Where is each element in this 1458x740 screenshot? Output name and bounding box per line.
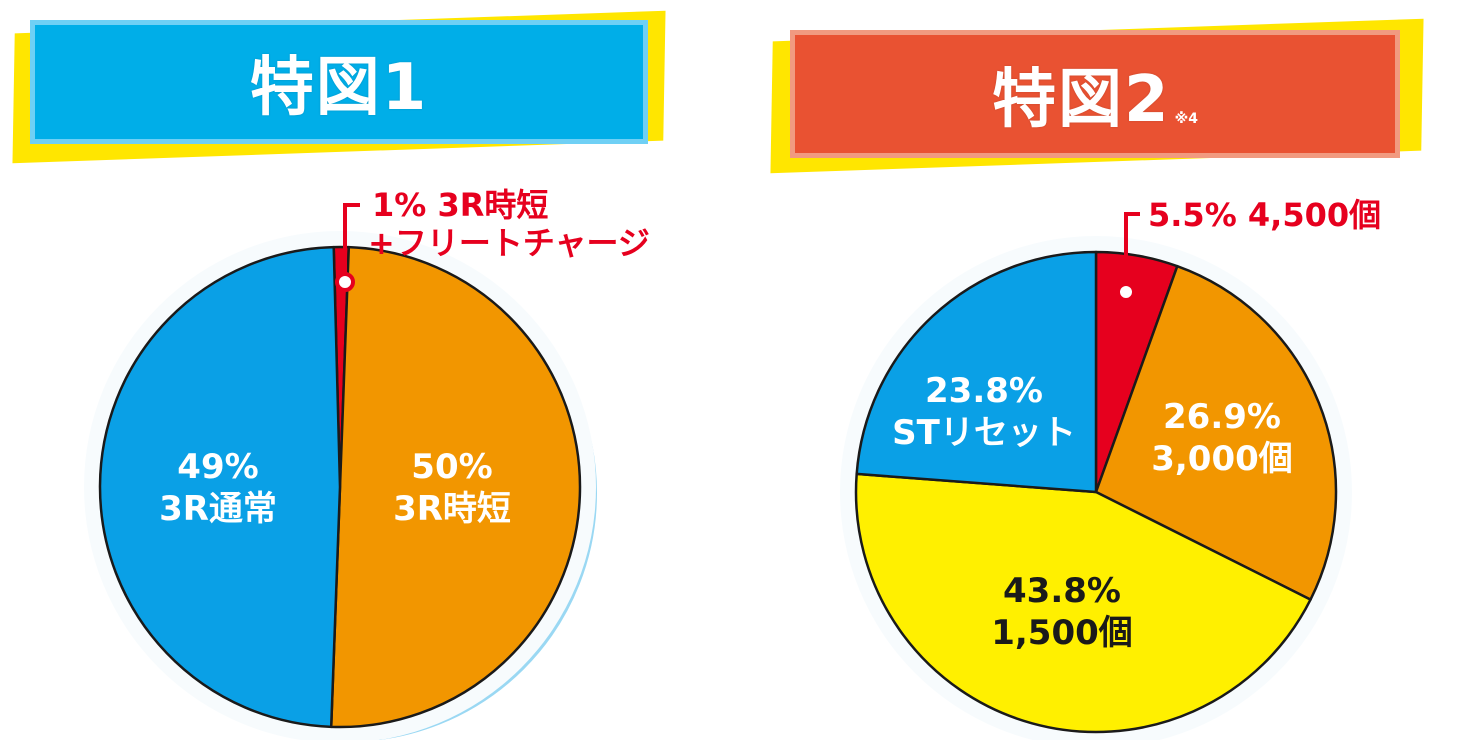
callout-dot	[1116, 282, 1136, 302]
chart-2-title: 特図2	[992, 63, 1171, 137]
slice-label-3r-jitan: 50% 3R時短	[393, 447, 511, 529]
pie-slice	[854, 472, 1312, 734]
slice-label-1500: 43.8% 1,500個	[991, 571, 1133, 653]
slice-label-st-reset: 23.8% STリセット	[892, 371, 1076, 453]
callout-line	[1124, 212, 1140, 284]
chart-2-note: ※4	[1174, 111, 1198, 127]
callout-dot	[335, 272, 355, 292]
chart-1-title: 特図1	[249, 51, 429, 125]
banner-tokuzu-1: 特図1	[0, 0, 700, 180]
callout-label-1pct: 1% 3R時短+フリートチャージ	[368, 186, 650, 262]
slice-label-3000: 26.9% 3,000個	[1151, 397, 1293, 479]
pie-chart-2: 26.9% 3,000個 43.8% 1,500個 23.8% STリセット 5.5% 4,…	[840, 196, 1381, 740]
pie-slice	[1094, 264, 1338, 601]
callout-line	[343, 203, 360, 274]
pie-slice	[329, 245, 582, 729]
pie-slice	[98, 245, 342, 729]
slice-label-3r-tsujo: 49% 3R通常	[159, 447, 277, 529]
banner-tokuzu-2: 特図2 ※4	[760, 0, 1458, 190]
banner-1-box: 特図1	[30, 20, 648, 144]
banner-2-box: 特図2 ※4	[790, 30, 1400, 158]
pie-slice	[855, 250, 1098, 494]
pie-chart-1: 49% 3R通常 50% 3R時短 1% 3R時短+フリートチャージ	[84, 186, 650, 740]
callout-label-5-5pct: 5.5% 4,500個	[1148, 196, 1381, 234]
